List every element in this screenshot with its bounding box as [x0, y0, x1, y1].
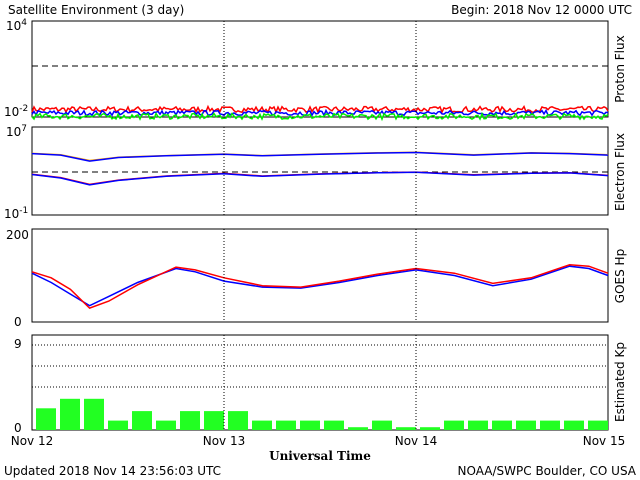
kp-bar [588, 420, 608, 430]
kp-bar [180, 411, 200, 430]
kp-bar [84, 398, 104, 430]
kp-bar [108, 420, 128, 430]
electron-series-3-blue [31, 171, 609, 186]
electron-flux-ylabel: Electron Flux [613, 133, 627, 211]
day-separators [223, 21, 417, 430]
xtick-nov12: Nov 12 [11, 434, 54, 448]
proton-ytick-bottom: 10-2 [4, 104, 28, 119]
kp-bar [468, 420, 488, 430]
proton-flux-panel: 104 10-2 Proton Flux [4, 18, 627, 122]
kp-bar [396, 427, 416, 430]
kp-ytick-top: 9 [14, 337, 22, 351]
kp-bar [228, 411, 248, 430]
xtick-nov15: Nov 15 [583, 434, 626, 448]
kp-bar [204, 411, 224, 430]
proton-flux-ylabel: Proton Flux [613, 35, 627, 102]
electron-flux-frame [31, 126, 609, 216]
proton-flux-frame [31, 20, 609, 118]
proton-series-green [31, 111, 609, 122]
hp-ytick-top: 200 [6, 228, 29, 242]
kp-bar [516, 420, 536, 430]
goes-hp-frame [31, 228, 609, 323]
chart-title: Satellite Environment (3 day) [8, 3, 184, 17]
xtick-nov14: Nov 14 [395, 434, 438, 448]
electron-series-1-blue [31, 151, 609, 162]
kp-bar [276, 420, 296, 430]
proton-series-blue [31, 108, 609, 118]
kp-bar [540, 420, 560, 430]
kp-bar [564, 420, 584, 430]
kp-bar [372, 420, 392, 430]
kp-bar [492, 420, 512, 430]
begin-label: Begin: 2018 Nov 12 0000 UTC [451, 3, 632, 17]
kp-bar [420, 427, 440, 430]
kp-bar [252, 420, 272, 430]
hp-series-red [31, 264, 609, 309]
updated-label: Updated 2018 Nov 14 23:56:03 UTC [4, 464, 221, 478]
kp-bar [156, 420, 176, 430]
kp-bar [300, 420, 320, 430]
hp-ytick-bottom: 0 [14, 315, 22, 329]
estimated-kp-panel: 9 0 Estimated Kp [14, 334, 627, 435]
kp-bar [132, 411, 152, 430]
kp-frame [31, 334, 609, 431]
electron-ytick-bottom: 10-1 [4, 206, 28, 221]
goes-hp-ylabel: GOES Hp [613, 249, 627, 303]
proton-series-red [31, 104, 609, 115]
electron-flux-panel: 107 10-1 Electron Flux [4, 124, 627, 221]
kp-bar [60, 398, 80, 430]
proton-ytick-top: 104 [6, 18, 27, 33]
kp-bar [36, 408, 56, 430]
kp-bar [348, 427, 368, 430]
kp-ytick-bottom: 0 [14, 421, 22, 435]
kp-bar [324, 420, 344, 430]
kp-bar [444, 420, 464, 430]
goes-hp-panel: 200 0 GOES Hp [6, 228, 627, 329]
credit-label: NOAA/SWPC Boulder, CO USA [458, 464, 637, 478]
kp-ylabel: Estimated Kp [613, 342, 627, 422]
electron-ytick-top: 107 [6, 124, 27, 139]
xtick-nov13: Nov 13 [203, 434, 246, 448]
hp-series-blue [31, 265, 609, 307]
x-axis-title: Universal Time [269, 449, 371, 463]
